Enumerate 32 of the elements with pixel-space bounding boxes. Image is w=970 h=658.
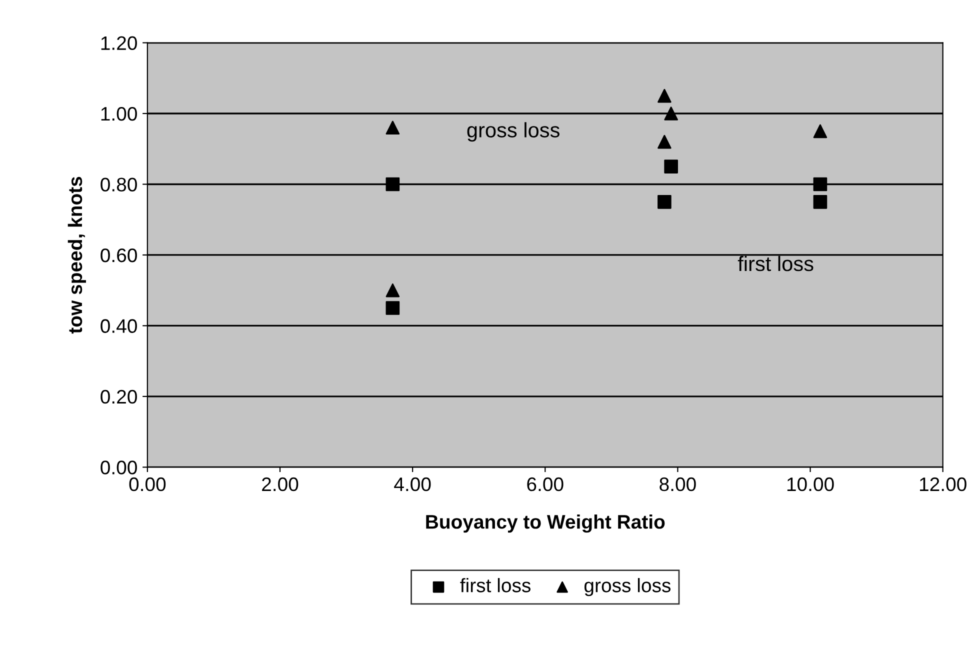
x-tick-label: 6.00 [527,477,564,492]
y-axis-title: tow speed, knots [68,176,86,334]
point [664,160,678,174]
annotation: first loss [738,256,814,272]
y-tick-label: 0.00 [100,460,137,474]
x-tick-label: 12.00 [920,477,966,492]
point [386,177,400,192]
point [658,134,672,149]
y-tick-label: 0.60 [100,248,137,262]
x-tick-label: 2.00 [262,477,298,492]
legend-label: first loss [460,578,530,592]
x-axis-title: Buoyancy to Weight Ratio [426,514,665,533]
x-tick-label: 8.00 [660,477,696,492]
y-tick-label: 0.20 [100,390,137,404]
y-tick-label: 0.80 [100,178,137,192]
y-tick-label: 0.40 [100,319,137,333]
x-tick-label: 0.00 [129,477,166,492]
y-tick-label: 1.20 [101,36,137,50]
point [386,283,400,298]
point [664,106,678,120]
point [658,195,672,209]
point [386,120,400,135]
annotation: gross loss [467,122,560,142]
point [658,88,672,103]
x-tick-label: 10.00 [787,477,834,492]
point [813,124,828,138]
point [813,195,828,209]
point [813,177,828,192]
legend-label: gross loss [584,578,671,596]
point [386,301,400,315]
y-tick-label: 1.00 [101,106,137,121]
x-tick-label: 4.00 [394,477,431,492]
